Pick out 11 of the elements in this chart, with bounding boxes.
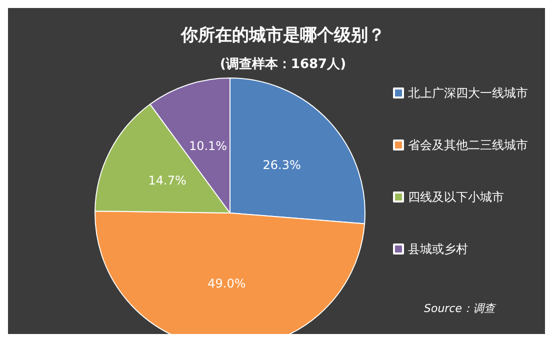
chart-subtitle: (调查样本：1687人) (220, 57, 346, 72)
data-label: 10.1% (188, 139, 228, 154)
legend-label: 四线及以下小城市 (408, 190, 504, 204)
legend-label: 北上广深四大一线城市 (408, 86, 528, 100)
chart-title: 你所在的城市是哪个级别？ (180, 26, 385, 46)
legend-label: 县城或乡村 (408, 242, 468, 256)
source-note: Source：调查 (424, 302, 497, 315)
data-label: 49.0% (208, 276, 246, 290)
legend-label: 省会及其他二三线城市 (408, 138, 528, 152)
data-label: 26.3% (262, 158, 301, 172)
data-label: 14.7% (148, 174, 186, 188)
